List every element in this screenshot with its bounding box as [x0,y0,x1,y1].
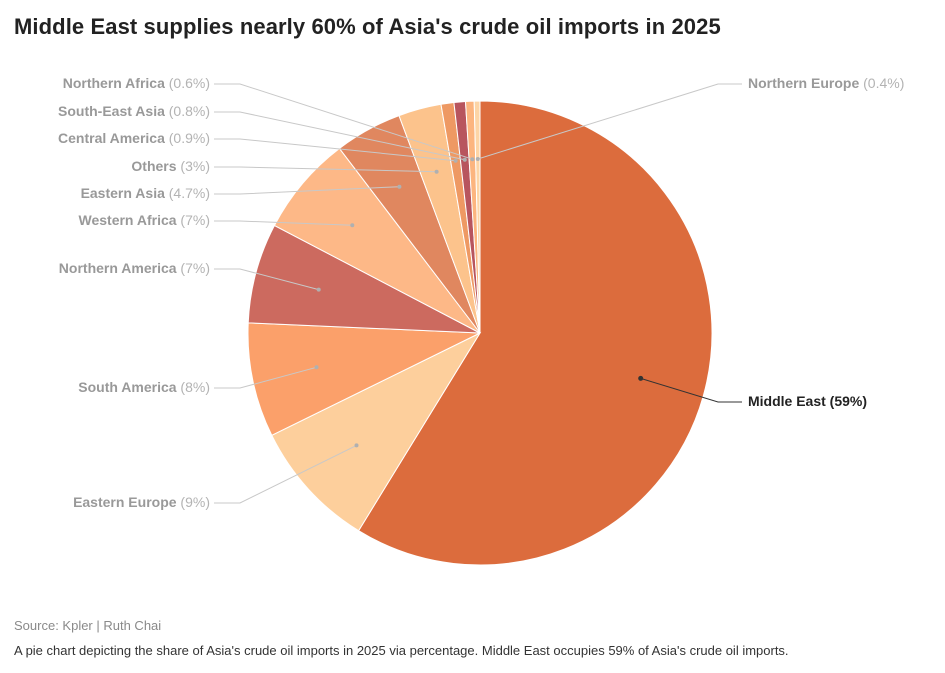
slice-label-value: (0.4%) [859,75,904,91]
slice-label-name: Eastern Europe [73,494,177,510]
leader-line-northern-america [214,268,319,291]
leader-line-northern-africa [214,83,473,160]
pie-slice-middle-east [357,100,713,566]
slice-label-middle-east: Middle East (59%) [748,393,867,409]
slice-label-value: (4.7%) [165,185,210,201]
leader-dot-eastern-europe [354,443,359,448]
leader-dot-south-east-asia [462,157,467,162]
slice-label-value: (0.6%) [165,75,210,91]
leader-dot-northern-europe [475,157,480,161]
leader-dot-central-america [453,158,458,163]
leader-line-central-america [214,138,456,162]
slice-label-value: (9%) [177,494,210,510]
leader-dot-western-africa [350,223,355,228]
slice-label-name: Eastern Asia [81,185,166,201]
slice-labels: Middle East (59%) Eastern Europe (9%) Sout… [58,75,904,510]
pie-slice-western-africa [273,147,481,334]
slice-label-value: (0.8%) [165,103,210,119]
slice-label-eastern-asia: Eastern Asia (4.7%) [81,185,210,201]
source-note: Source: Kpler | Ruth Chai [14,618,162,633]
slice-label-name: Others [131,158,176,174]
leader-line-eastern-asia [214,186,400,195]
pie-slice-eastern-europe [271,331,482,532]
slice-label-value: (0.9%) [165,130,210,146]
pie-slice-south-america [247,322,481,437]
pie-chart: Middle East (59%) Eastern Europe (9%) Sout… [58,75,904,566]
slice-label-northern-europe: Northern Europe (0.4%) [748,75,904,91]
slice-label-name: South America [78,379,176,395]
leader-dot-south-america [314,365,319,370]
leader-dot-eastern-asia [397,184,402,189]
slice-label-name: Northern Europe [748,75,859,91]
leader-dot-others [434,169,439,174]
leader-line-south-east-asia [214,111,465,161]
slice-label-south-east-asia: South-East Asia (0.8%) [58,103,210,119]
leader-line-eastern-europe [214,444,357,504]
slice-label-others: Others (3%) [131,158,210,174]
leader-dot-northern-africa [470,157,475,162]
slice-label-value: (8%) [177,379,210,395]
slice-label-northern-america: Northern America (7%) [59,260,210,276]
slice-label-name: Western Africa [79,212,177,228]
slice-label-value: (7%) [177,212,210,228]
leader-line-northern-europe [477,83,742,160]
leader-line-western-africa [214,220,353,226]
pie-slices [247,100,713,566]
slice-label-name: South-East Asia [58,103,165,119]
slice-label-south-america: South America (8%) [78,379,210,395]
leader-line-south-america [214,366,317,389]
slice-label-value: (59%) [826,393,867,409]
slice-label-value: (3%) [177,158,210,174]
slice-label-name: Central America [58,130,165,146]
slice-label-eastern-europe: Eastern Europe (9%) [73,494,210,510]
slice-label-name: Northern Africa [63,75,165,91]
slice-label-name: Northern America [59,260,177,276]
slice-label-name: Middle East [748,393,826,409]
chart-caption: A pie chart depicting the share of Asia'… [14,643,789,658]
slice-label-northern-africa: Northern Africa (0.6%) [63,75,210,91]
leader-lines [214,83,742,504]
leader-line-others [214,166,437,173]
chart-title: Middle East supplies nearly 60% of Asia'… [14,14,721,39]
slice-label-value: (7%) [177,260,210,276]
leader-dot-northern-america [316,287,321,292]
slice-label-central-america: Central America (0.9%) [58,130,210,146]
slice-label-western-africa: Western Africa (7%) [79,212,211,228]
leader-line-middle-east [640,377,742,403]
leader-dot-middle-east [638,375,644,381]
